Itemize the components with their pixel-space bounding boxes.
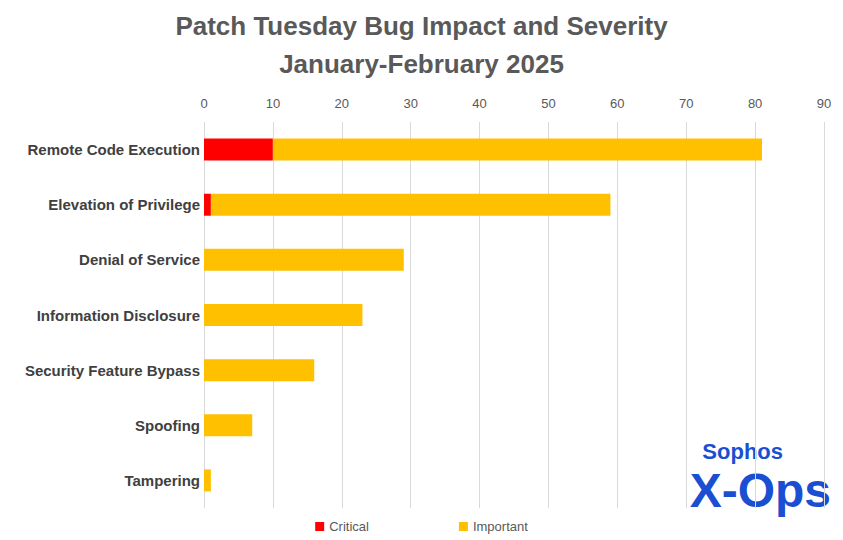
svg-text:20: 20 xyxy=(335,96,349,111)
svg-text:80: 80 xyxy=(748,96,762,111)
svg-text:Sophos: Sophos xyxy=(702,439,783,464)
svg-text:X-Ops: X-Ops xyxy=(690,464,831,517)
svg-text:Security Feature Bypass: Security Feature Bypass xyxy=(25,362,200,379)
svg-text:Tampering: Tampering xyxy=(124,472,200,489)
svg-text:60: 60 xyxy=(610,96,624,111)
svg-text:Remote Code Execution: Remote Code Execution xyxy=(27,141,200,158)
svg-text:90: 90 xyxy=(817,96,831,111)
svg-text:50: 50 xyxy=(541,96,555,111)
svg-text:10: 10 xyxy=(266,96,280,111)
svg-text:Spoofing: Spoofing xyxy=(135,417,200,434)
svg-text:40: 40 xyxy=(472,96,486,111)
svg-text:Critical: Critical xyxy=(329,519,369,534)
svg-text:Important: Important xyxy=(473,519,528,534)
svg-text:Elevation of Privilege: Elevation of Privilege xyxy=(48,196,200,213)
svg-text:30: 30 xyxy=(403,96,417,111)
svg-text:Information Disclosure: Information Disclosure xyxy=(37,307,200,324)
svg-text:0: 0 xyxy=(200,96,207,111)
svg-text:Patch Tuesday Bug Impact and S: Patch Tuesday Bug Impact and Severity xyxy=(175,11,668,41)
svg-text:70: 70 xyxy=(679,96,693,111)
svg-text:Denial of Service: Denial of Service xyxy=(79,251,200,268)
svg-text:January-February 2025: January-February 2025 xyxy=(279,49,564,79)
